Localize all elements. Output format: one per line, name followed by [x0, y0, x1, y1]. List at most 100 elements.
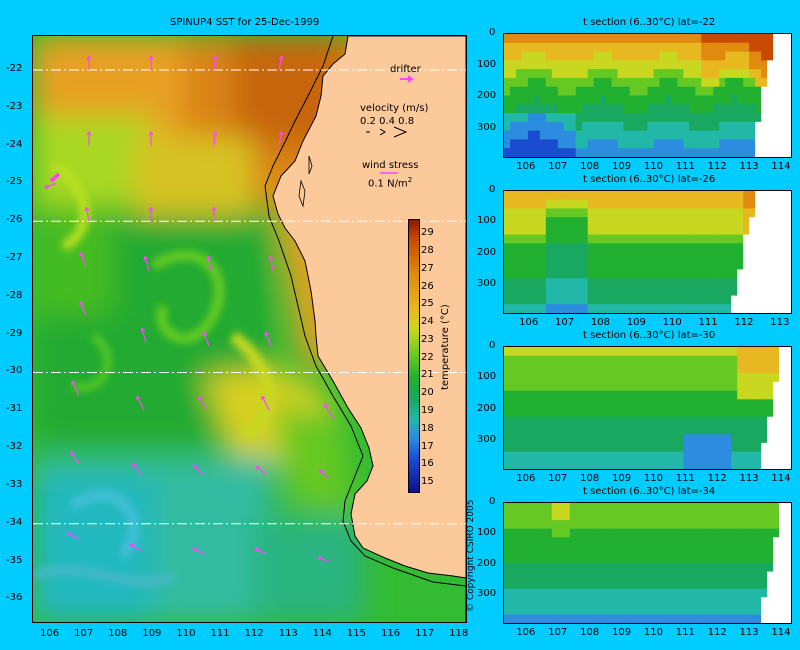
section-cell — [665, 51, 673, 61]
section-cell — [713, 113, 720, 123]
section-cell — [551, 286, 559, 297]
section-cell — [521, 278, 529, 288]
section-cell — [707, 304, 714, 313]
section-cell — [581, 252, 589, 262]
section-cell — [515, 511, 523, 521]
section-cell — [671, 614, 678, 623]
section-cell — [755, 286, 762, 297]
section-cell — [647, 537, 655, 547]
section-cell — [647, 416, 655, 427]
section-y-tick: 300 — [477, 588, 497, 600]
section-cell — [605, 416, 613, 427]
section-x-tick: 112 — [707, 627, 727, 638]
colorbar-tick: 28 — [421, 245, 434, 256]
section-cell — [551, 347, 559, 357]
section-cell — [647, 225, 655, 236]
section-cell — [629, 588, 637, 598]
section-cell — [557, 191, 565, 201]
section-cell — [623, 191, 631, 201]
section-cell — [653, 364, 661, 374]
section-cell — [773, 286, 780, 297]
section-cell — [671, 563, 678, 573]
section-cell — [767, 545, 774, 556]
section-cell — [749, 537, 756, 547]
section-cell — [533, 243, 541, 253]
section-cell — [539, 217, 547, 227]
section-cell — [599, 304, 607, 313]
section-cell — [539, 434, 547, 444]
section-cell — [539, 554, 547, 564]
section-cell — [725, 373, 732, 383]
section-cell — [551, 86, 559, 97]
section-cell — [521, 364, 529, 374]
velocity-arrow — [86, 55, 92, 71]
section-cell — [581, 60, 589, 70]
section-cell — [629, 295, 637, 305]
section-cell — [767, 286, 774, 297]
section-cell — [563, 225, 571, 236]
section-cell — [545, 442, 553, 453]
section-cell — [587, 243, 595, 253]
section-cell — [695, 225, 702, 236]
section-cell — [557, 60, 565, 70]
section-cell — [785, 460, 791, 469]
section-cell — [504, 269, 511, 279]
section-cell — [563, 451, 571, 461]
section-cell — [539, 451, 547, 461]
section-cell — [617, 286, 625, 297]
section-cell — [569, 511, 577, 521]
section-cell — [761, 260, 768, 271]
section-cell — [551, 511, 559, 521]
section-cell — [683, 148, 690, 157]
section-cell — [725, 588, 732, 598]
section-cell — [665, 113, 673, 123]
section-cell — [707, 130, 714, 141]
section-x-tick: 112 — [734, 317, 754, 328]
section-cell — [731, 614, 738, 623]
section-cell — [695, 34, 702, 44]
section-cell — [551, 614, 559, 623]
section-cell — [779, 425, 786, 435]
section-cell — [677, 588, 684, 598]
section-cell — [539, 139, 547, 149]
section-cell — [683, 571, 690, 581]
section-cell — [653, 511, 661, 521]
section-cell — [701, 217, 708, 227]
section-cell — [551, 60, 559, 70]
section-cell — [773, 588, 780, 598]
section-cell — [689, 191, 696, 201]
section-cell — [773, 260, 780, 271]
section-cell — [761, 571, 768, 581]
section-cell — [575, 580, 583, 590]
section-cell — [653, 347, 661, 357]
section-cell — [617, 234, 625, 244]
section-cell — [719, 545, 726, 556]
velocity-arrow — [129, 543, 142, 551]
section-cell — [581, 86, 589, 97]
section-cell — [701, 278, 708, 288]
section-cell — [773, 252, 780, 262]
section-cell — [689, 347, 696, 357]
section-cell — [689, 408, 696, 418]
section-cell — [749, 614, 756, 623]
section-cell — [515, 34, 523, 44]
section-cell — [569, 571, 577, 581]
section-cell — [581, 260, 589, 271]
section-cell — [623, 511, 631, 521]
section-cell — [761, 148, 768, 157]
section-cell — [557, 399, 565, 409]
section-cell — [701, 121, 708, 132]
section-cell — [683, 191, 690, 201]
section-cell — [719, 614, 726, 623]
section-cell — [689, 528, 696, 538]
section-cell — [539, 381, 547, 392]
section-cell — [767, 295, 774, 305]
section-cell — [773, 217, 780, 227]
section-cell — [575, 286, 583, 297]
section-cell — [587, 286, 595, 297]
section-cell — [725, 217, 732, 227]
section-cell — [629, 199, 637, 210]
section-cell — [515, 304, 523, 313]
section-cell — [593, 269, 601, 279]
section-cell — [509, 588, 517, 598]
